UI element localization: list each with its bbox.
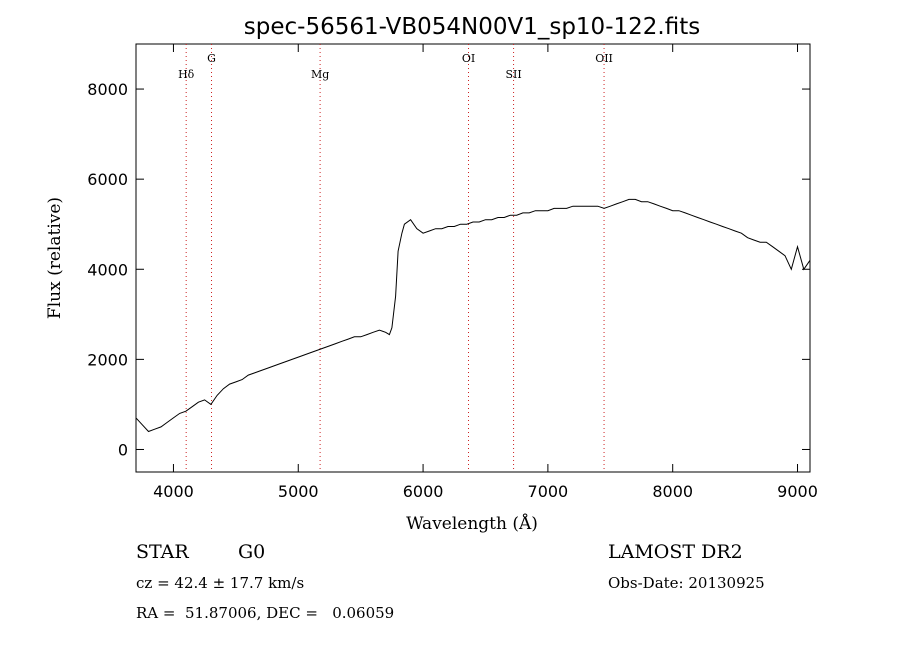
spectral-line-label: OI (462, 52, 475, 65)
spectrum-series-line (135, 198, 811, 433)
spectral-line-label: OII (595, 52, 613, 65)
y-axis-label: Flux (relative) (45, 197, 65, 319)
y-tick-label: 8000 (87, 80, 128, 99)
x-axis-label: Wavelength (Å) (406, 513, 538, 534)
x-tick-label: 7000 (528, 482, 569, 501)
coordinates-label: RA = 51.87006, DEC = 0.06059 (136, 604, 395, 622)
y-tick-label: 0 (118, 440, 128, 459)
spectral-line-label: SII (505, 68, 521, 81)
y-axis: 0 2000 4000 6000 8000 (87, 80, 810, 459)
object-class-label: STAR (136, 541, 189, 563)
obs-date-label: Obs-Date: 20130925 (608, 574, 765, 592)
spectral-line-markers: Hδ G Mg OI SII OII (178, 44, 613, 472)
x-tick-label: 8000 (652, 482, 693, 501)
y-tick-label: 6000 (87, 170, 128, 189)
x-tick-label: 5000 (278, 482, 319, 501)
x-axis: 4000 5000 6000 7000 8000 9000 (153, 44, 818, 501)
plot-frame (135, 43, 811, 473)
redshift-label: cz = 42.4 ± 17.7 km/s (136, 574, 305, 592)
chart-title: spec-56561-VB054N00V1_sp10-122.fits (244, 14, 700, 40)
spectral-line-label: G (207, 52, 216, 65)
x-tick-label: 9000 (777, 482, 818, 501)
spectral-line-label: Mg (311, 68, 329, 81)
spectral-line-label: Hδ (178, 68, 195, 81)
x-tick-label: 6000 (403, 482, 444, 501)
survey-label: LAMOST DR2 (608, 541, 743, 563)
x-tick-label: 4000 (153, 482, 194, 501)
y-tick-label: 4000 (87, 260, 128, 279)
y-tick-label: 2000 (87, 350, 128, 369)
subclass-label: G0 (238, 541, 266, 563)
